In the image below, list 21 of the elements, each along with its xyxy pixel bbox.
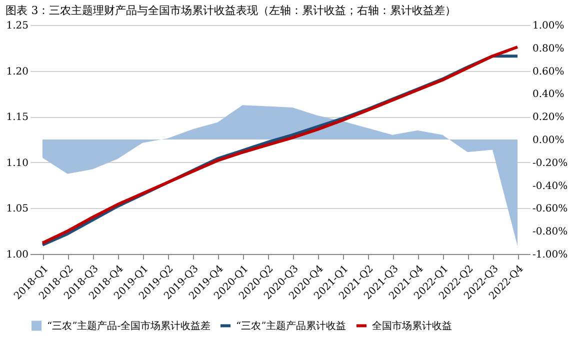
legend-label: 全国市场累计收益: [372, 320, 452, 332]
y2-tick-label: 0.20%: [532, 112, 564, 124]
y-tick-label: 1.10: [6, 158, 28, 169]
y2-tick-label: 0.40%: [532, 89, 564, 100]
chart-title: 图表 3：三农主题理财产品与全国市场累计收益表现（左轴：累计收益；右轴：累计收益差）: [6, 4, 456, 17]
legend-label: “三农”主题产品累计收益: [236, 320, 346, 332]
y2-tick-label: -1.00%: [532, 250, 568, 260]
legend-label: “三农”主题产品-全国市场累计收益差: [47, 320, 211, 332]
y2-tick-label: -0.20%: [532, 158, 568, 169]
y-tick-label: 1.15: [6, 112, 28, 124]
y2-tick-label: -0.60%: [532, 204, 568, 215]
y-tick-label: 1.20: [6, 66, 28, 78]
y2-tick-label: 0.80%: [532, 43, 564, 54]
y2-tick-label: -0.40%: [532, 180, 568, 192]
y2-tick-label: 0.60%: [532, 66, 564, 78]
y-tick-label: 1.25: [6, 20, 28, 32]
y2-tick-label: 0.00%: [532, 135, 564, 146]
y-tick-label: 1.05: [6, 204, 28, 215]
y-tick-label: 1.00: [6, 250, 28, 260]
y2-tick-label: 1.00%: [532, 20, 564, 32]
y2-tick-label: -0.80%: [532, 226, 568, 238]
